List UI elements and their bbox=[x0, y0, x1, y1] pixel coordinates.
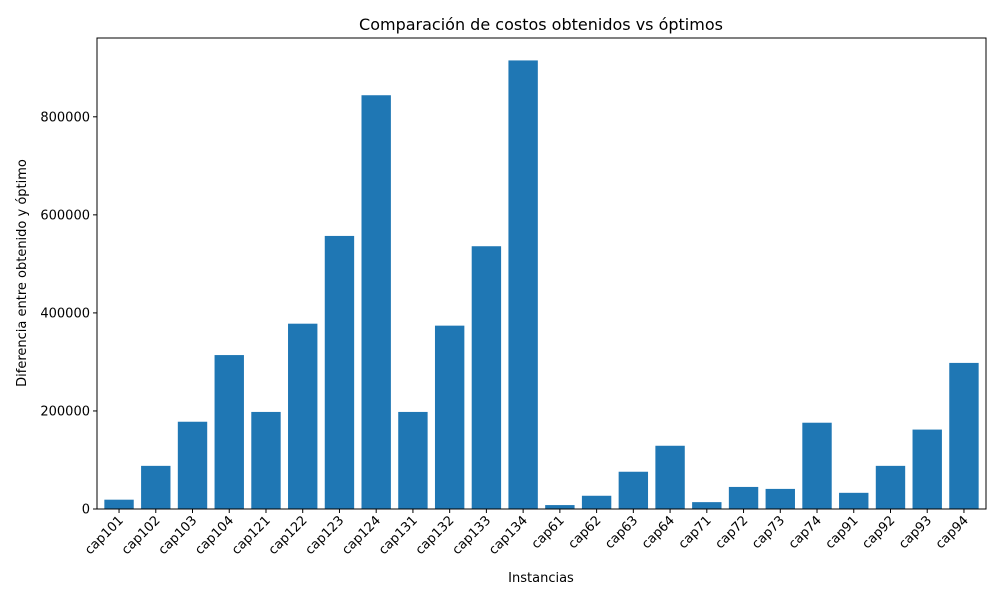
y-axis: 0 200000 400000 600000 800000 bbox=[40, 110, 97, 518]
y-tick-label: 800000 bbox=[40, 110, 90, 125]
bar-cap71 bbox=[692, 502, 722, 509]
x-tick-label: cap71 bbox=[676, 513, 715, 552]
x-tick-label: cap123 bbox=[303, 513, 348, 558]
bar-cap121 bbox=[251, 411, 281, 509]
x-tick-label: cap103 bbox=[156, 513, 201, 558]
bar-cap123 bbox=[324, 235, 355, 509]
x-tick-label: cap91 bbox=[823, 513, 862, 552]
x-tick-label: cap134 bbox=[486, 513, 531, 558]
x-tick-label: cap124 bbox=[339, 513, 384, 558]
x-tick-label: cap131 bbox=[376, 513, 421, 558]
bar-cap134 bbox=[508, 60, 538, 510]
bar-cap133 bbox=[471, 246, 502, 509]
bar-cap74 bbox=[802, 422, 832, 509]
x-axis-title: Instancias bbox=[508, 571, 574, 586]
bars bbox=[104, 60, 979, 510]
x-axis: cap101cap102cap103cap104cap121cap122cap1… bbox=[82, 509, 972, 558]
x-tick-label: cap122 bbox=[266, 513, 311, 558]
x-tick-label: cap62 bbox=[566, 513, 605, 552]
bar-cap124 bbox=[361, 95, 391, 510]
bar-cap122 bbox=[288, 323, 318, 509]
y-tick-label: 200000 bbox=[40, 404, 90, 419]
y-tick-label: 0 bbox=[82, 503, 90, 518]
y-tick-label: 400000 bbox=[40, 306, 90, 321]
bar-cap73 bbox=[765, 488, 795, 509]
bar-cap132 bbox=[434, 325, 465, 509]
x-tick-label: cap73 bbox=[749, 513, 788, 552]
bar-cap102 bbox=[141, 465, 171, 509]
bar-cap72 bbox=[728, 486, 759, 509]
x-tick-label: cap61 bbox=[529, 513, 568, 552]
x-tick-label: cap63 bbox=[602, 513, 641, 552]
x-tick-label: cap94 bbox=[933, 513, 972, 552]
plot-frame bbox=[96, 37, 987, 510]
x-tick-label: cap102 bbox=[119, 513, 164, 558]
x-tick-label: cap132 bbox=[413, 513, 458, 558]
x-tick-label: cap92 bbox=[859, 513, 898, 552]
x-tick-label: cap104 bbox=[192, 513, 237, 558]
x-tick-label: cap93 bbox=[896, 513, 935, 552]
x-tick-label: cap133 bbox=[450, 513, 495, 558]
x-tick-label: cap121 bbox=[229, 513, 274, 558]
bar-cap103 bbox=[177, 421, 208, 509]
bar-cap93 bbox=[912, 429, 942, 509]
bar-cap92 bbox=[875, 465, 906, 509]
x-tick-label: cap72 bbox=[713, 513, 752, 552]
bar-cap104 bbox=[214, 355, 244, 509]
bar-cap64 bbox=[655, 445, 685, 509]
y-tick-label: 600000 bbox=[40, 208, 90, 223]
bar-cap91 bbox=[839, 492, 869, 509]
bar-cap63 bbox=[618, 471, 649, 509]
bar-cap101 bbox=[104, 499, 134, 509]
bar-cap62 bbox=[581, 495, 612, 509]
x-tick-label: cap64 bbox=[639, 513, 678, 552]
bar-cap94 bbox=[949, 362, 979, 509]
x-tick-label: cap101 bbox=[82, 513, 127, 558]
y-axis-title: Diferencia entre obtenido y óptimo bbox=[15, 159, 30, 387]
bar-cap131 bbox=[398, 411, 428, 509]
chart-title: Comparación de costos obtenidos vs óptim… bbox=[359, 15, 723, 34]
bar-cap61 bbox=[545, 505, 575, 509]
x-tick-label: cap74 bbox=[786, 513, 825, 552]
